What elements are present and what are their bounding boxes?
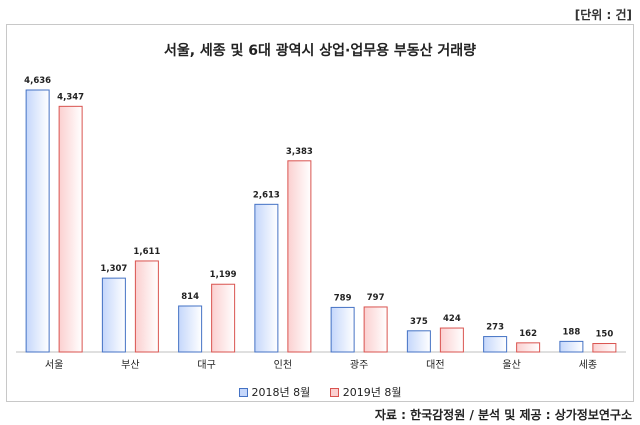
bar-2019-2 [211,283,236,353]
data-label-2019-7: 150 [596,330,614,340]
category-label-4: 광주 [350,359,368,371]
data-label-2019-1: 1,611 [133,247,160,257]
bar-2018-7 [559,340,584,353]
data-label-2018-5: 375 [410,317,428,327]
category-label-2: 대구 [197,359,215,371]
bar-2018-1 [101,277,126,353]
bar-2018-3 [254,203,279,353]
data-label-2018-6: 273 [486,323,504,333]
category-label-1: 부산 [121,359,139,371]
bar-2019-6 [516,342,541,353]
bar-2018-2 [178,305,203,353]
category-label-6: 울산 [502,359,520,371]
data-label-2018-7: 188 [563,327,581,337]
data-label-2018-3: 2,613 [253,190,280,200]
legend-item-2018: 2018년 8월 [238,384,311,400]
bar-2018-4 [330,306,355,353]
legend-label-2018: 2018년 8월 [251,386,311,399]
legend-label-2019: 2019년 8월 [342,386,402,399]
legend: 2018년 8월 2019년 8월 [0,384,640,400]
data-label-2019-6: 162 [519,329,537,339]
legend-item-2019: 2019년 8월 [329,384,402,400]
data-label-2019-0: 4,347 [57,92,84,102]
bar-2019-0 [58,105,83,353]
category-label-5: 대전 [426,359,444,371]
source-note: 자료 : 한국감정원 / 분석 및 제공 : 상가정보연구소 [374,408,632,422]
chart-title: 서울, 세종 및 6대 광역시 상업·업무용 부동산 거래량 [163,43,477,59]
legend-swatch-2018 [238,387,248,397]
legend-swatch-2019 [329,387,339,397]
category-label-0: 서울 [45,359,63,371]
data-label-2018-0: 4,636 [24,76,51,86]
data-label-2018-2: 814 [181,292,199,302]
bar-2018-5 [406,330,431,353]
bar-2019-5 [439,327,464,353]
bar-2018-0 [25,89,50,353]
bar-2018-6 [483,336,508,353]
data-label-2019-4: 797 [367,293,385,303]
data-label-2018-1: 1,307 [100,264,127,274]
data-label-2018-4: 789 [334,293,352,303]
unit-label: [단위 : 건] [574,8,632,22]
data-label-2019-3: 3,383 [286,147,313,157]
bar-2019-4 [363,306,388,353]
category-label-7: 세종 [579,359,597,371]
bar-2019-1 [134,260,159,353]
bar-2019-7 [592,343,617,353]
bar-2019-3 [287,160,312,353]
data-label-2019-5: 424 [443,314,461,324]
data-label-2019-2: 1,199 [210,270,237,280]
category-label-3: 인천 [274,359,292,371]
